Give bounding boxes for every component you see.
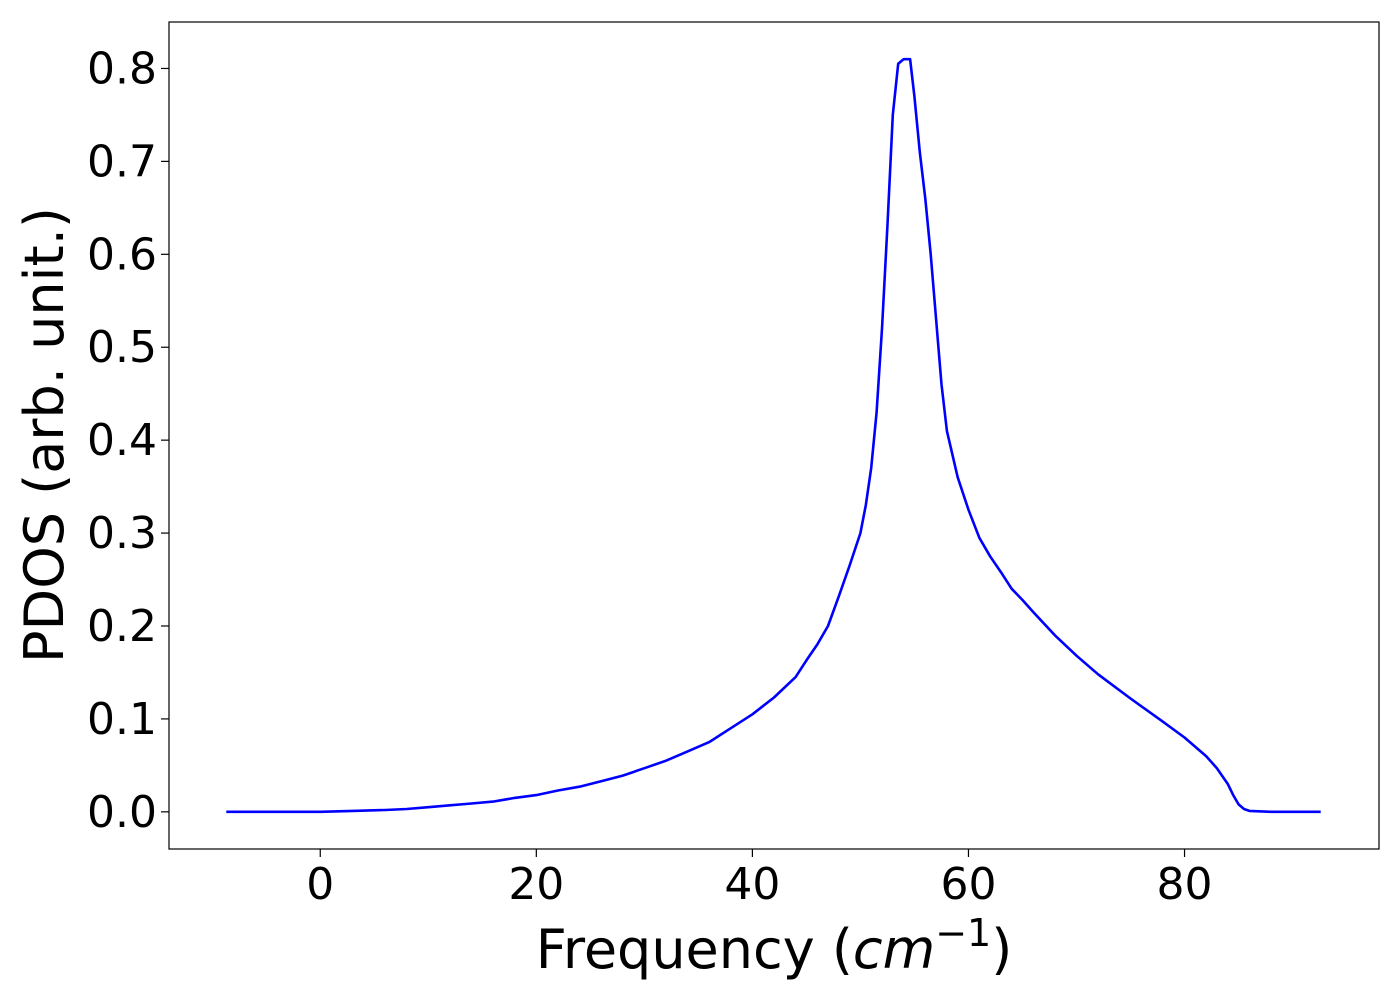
series-layer: [226, 57, 1321, 814]
y-tick-label: 0.6: [87, 229, 157, 280]
x-tick-label: 40: [724, 859, 780, 910]
x-axis-ticks: 0 20 40 60 80: [306, 849, 1213, 910]
y-axis-ticks: 0.0 0.1 0.2 0.3 0.4 0.5 0.6 0.7 0.8: [87, 43, 169, 838]
y-tick-label: 0.8: [87, 43, 157, 94]
y-tick-label: 0.1: [87, 694, 157, 745]
plot-frame: [168, 21, 1380, 850]
x-tick-label: 60: [940, 859, 996, 910]
y-tick-label: 0.4: [87, 415, 157, 466]
x-axis-title: Frequency (cm−1): [536, 911, 1013, 981]
y-tick-label: 0.7: [87, 136, 157, 187]
y-axis-title: PDOS (arb. unit.): [13, 207, 76, 663]
pdos-series-line: [226, 57, 1321, 814]
x-tick-label: 0: [306, 859, 334, 910]
x-tick-label: 80: [1157, 859, 1213, 910]
y-tick-label: 0.5: [87, 322, 157, 373]
y-tick-label: 0.0: [87, 787, 157, 838]
y-tick-label: 0.2: [87, 601, 157, 652]
y-tick-label: 0.3: [87, 508, 157, 559]
x-tick-label: 20: [508, 859, 564, 910]
